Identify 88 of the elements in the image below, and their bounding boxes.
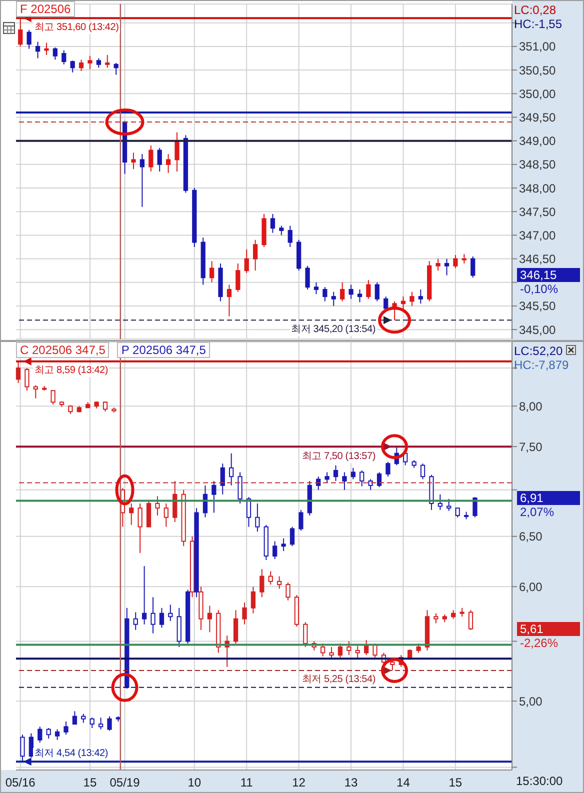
candlestick [470,256,476,278]
text: LC:52,20 [514,344,563,358]
y-tick-label: 347,50 [519,204,556,219]
text: -0,10% [520,282,558,296]
x-tick-label: 05/16 [5,776,36,790]
ref-line-label: 최저 5,25 (13:54) [300,674,377,686]
candlestick [26,29,32,50]
candlestick [357,288,362,303]
candlestick [340,282,345,302]
candlestick [436,258,440,272]
ref-line-label: 최저 345,20 (13:54) [290,324,377,336]
y-tick-label: 347,00 [519,228,556,242]
y-tick-label: 345,00 [519,322,556,337]
candlestick [410,291,414,306]
candlestick [453,254,458,269]
candlestick [157,147,162,172]
candlestick [374,282,380,302]
ref-line-label: 최고 351,60 (13:42) [33,22,120,34]
x-tick-label: 13 [344,776,358,790]
candlestick [18,18,23,47]
candlestick [140,154,145,208]
candlestick [209,260,214,283]
candlestick [444,258,450,276]
text: 15:30:00 [516,774,563,788]
candlestick [279,225,284,236]
candlestick [131,152,136,170]
candlestick [78,59,84,72]
ref-line-label: 최고 7,50 (13:57) [300,450,377,463]
ref-line-label: 최저 4,54 (13:42) [33,748,110,760]
candlestick [366,280,371,300]
candlestick [418,288,423,304]
x-tick-label: 15 [448,776,462,790]
candlestick [305,265,310,290]
text: HC:-1,55 [514,17,562,31]
candlestick [148,145,154,172]
x-tick-label: 05/19 [110,776,140,790]
candlestick [62,50,66,65]
candlestick [226,284,232,317]
candlestick [35,41,40,59]
x-tick-label: 15 [83,776,97,790]
y-tick-label: 349,50 [519,110,556,124]
y-tick-label: 350,50 [519,63,556,78]
y-tick-label: 349,00 [519,134,556,148]
y-tick-label: 6,00 [519,580,543,594]
candlestick [253,239,258,272]
text: LC:0,28 [514,3,556,17]
legend-label: 최고 8,59 (13:42) [33,365,110,378]
candlestick [322,286,328,302]
candlestick [52,46,58,60]
y-tick-label: 7,50 [519,440,543,454]
x-tick-label: 10 [188,776,202,790]
x-tick-label: 12 [292,776,306,790]
y-tick-label: 348,50 [519,158,556,172]
y-tick-label: 8,00 [519,399,543,414]
candlestick [105,54,110,68]
candlestick [314,282,319,295]
text: HC:-7,879 [514,358,569,372]
text: 6,91 [517,491,580,506]
candlestick [288,225,292,248]
x-tick-label: 11 [240,776,254,790]
candlestick [348,284,354,300]
y-tick-label: 6,50 [519,530,543,544]
text: -2,26% [520,636,558,650]
candlestick [174,132,180,172]
candlestick [88,55,92,70]
candlestick [70,60,75,73]
candlestick [44,42,49,56]
candlestick [270,213,276,234]
candlestick [331,291,336,306]
candlestick [244,248,249,274]
series-label: C 202506 347,5 [16,342,110,358]
text: P 202506 347,5 [117,342,210,358]
y-tick-label: 345,50 [519,299,556,314]
text: 5,61 [517,622,580,636]
candlestick [236,263,240,292]
y-tick-label: 351,00 [519,40,556,54]
candlestick [166,154,171,174]
y-tick-label: 348,00 [519,181,556,196]
candlestick [462,254,466,264]
text: 2,07% [520,505,554,520]
y-tick-label: 350,00 [519,86,556,101]
x-tick-label: 14 [396,776,410,790]
y-tick-label: 5,00 [519,694,543,708]
candlestick [96,58,102,68]
y-tick-label: 346,50 [519,252,556,266]
text: 346,15 [517,268,580,282]
candlestick [114,62,118,76]
series-label: F 202506 [16,1,75,17]
